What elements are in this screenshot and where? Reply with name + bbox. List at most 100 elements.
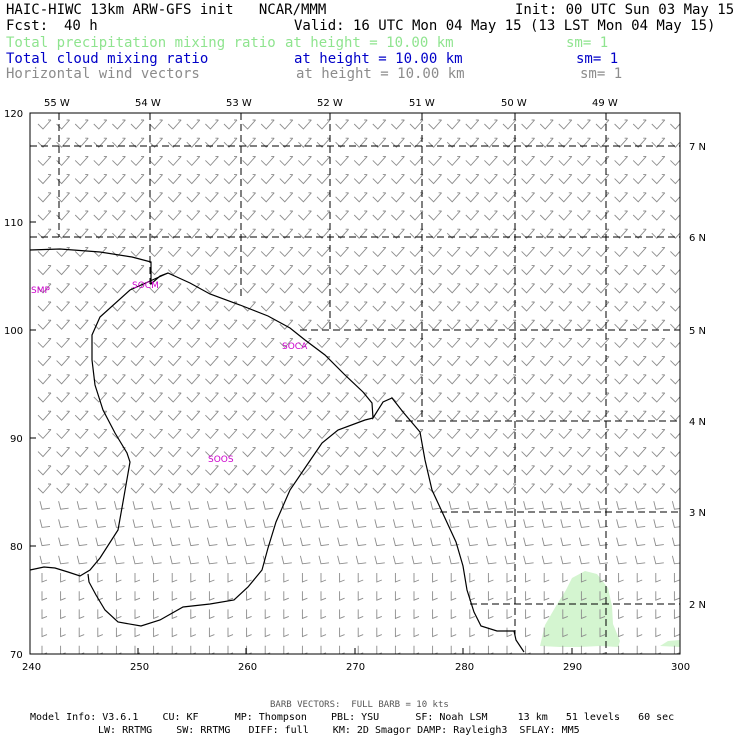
wind-barb: [186, 374, 201, 385]
wind-barb: [446, 137, 461, 148]
wind-barb: [205, 410, 219, 421]
wind-barb: [205, 210, 219, 221]
wind-barb: [298, 374, 312, 385]
wind-barb: [153, 573, 159, 583]
wind-barb: [634, 537, 646, 547]
wind-barb: [93, 337, 108, 349]
wind-barb: [521, 283, 535, 294]
wind-barb: [56, 447, 70, 458]
wind-barb: [673, 591, 680, 601]
wind-barb: [446, 374, 461, 385]
wind-barb: [391, 192, 405, 203]
wind-barb: [539, 465, 554, 476]
wind-barb: [283, 627, 289, 638]
wind-barb: [186, 337, 201, 349]
wind-barb: [357, 609, 364, 620]
wind-barb: [353, 410, 368, 421]
wind-barb: [97, 573, 103, 583]
wind-barb: [39, 519, 51, 528]
wind-barb: [409, 119, 424, 130]
wind-barb: [391, 228, 405, 239]
wind-barb: [446, 246, 461, 258]
wind-barb: [112, 119, 126, 130]
wind-barb: [112, 483, 126, 494]
wind-barb: [578, 519, 590, 528]
wind-barb: [74, 228, 89, 239]
wind-barb: [539, 337, 554, 349]
wind-barb: [242, 483, 256, 494]
wind-barb: [186, 210, 201, 221]
wind-barb: [223, 428, 238, 440]
wind-barb: [171, 573, 178, 583]
wind-barb: [130, 337, 145, 349]
wind-barb: [673, 609, 680, 620]
wind-barb: [298, 447, 312, 458]
wind-barb: [93, 465, 108, 476]
wind-barb: [595, 410, 610, 421]
wind-barb: [670, 359, 680, 367]
wind-barb: [577, 283, 591, 294]
wind-barb: [132, 537, 144, 547]
wind-barb: [521, 465, 535, 476]
wind-barb: [264, 591, 271, 601]
wind-barb: [353, 192, 368, 203]
wind-barb: [353, 465, 368, 476]
wind-barb: [283, 609, 289, 620]
wind-barb: [208, 609, 215, 620]
wind-barb: [597, 501, 609, 510]
wind-barb: [469, 627, 475, 638]
wind-barb: [372, 155, 387, 167]
wind-barb: [112, 319, 126, 330]
wind-barb: [112, 392, 126, 403]
wind-barb: [448, 501, 460, 510]
wind-barb: [78, 609, 85, 620]
wind-barb: [599, 645, 606, 654]
wind-barb: [56, 319, 70, 330]
wind-barb: [467, 537, 478, 547]
wind-barb: [614, 174, 628, 185]
x-tick-280: 280: [455, 662, 474, 673]
wind-barb: [279, 228, 294, 239]
wind-barb: [523, 501, 534, 510]
wind-barb: [316, 337, 331, 349]
wind-barb: [186, 265, 201, 276]
wind-barb: [446, 119, 461, 130]
wind-barb: [353, 428, 368, 440]
wind-barb: [37, 392, 52, 403]
wind-barb: [60, 645, 66, 654]
lon-label-53w: 53 W: [226, 98, 252, 109]
wind-barb: [636, 627, 643, 638]
wind-barb: [595, 119, 610, 130]
wind-barb: [670, 268, 680, 276]
precip-area: [540, 571, 620, 647]
wind-barb: [595, 174, 610, 185]
wind-barb: [205, 428, 219, 440]
wind-barb: [93, 137, 108, 148]
wind-barb: [651, 246, 666, 258]
wind-barb: [670, 141, 680, 148]
wind-barb: [279, 119, 294, 130]
wind-barb: [374, 519, 385, 528]
wind-barb: [465, 265, 480, 276]
wind-barb: [595, 337, 610, 349]
wind-barb: [223, 356, 238, 367]
x-tick-250: 250: [130, 662, 149, 673]
wind-barb: [37, 356, 52, 367]
wind-barb: [130, 301, 145, 312]
wind-barb: [205, 174, 219, 185]
wind-barb: [167, 483, 182, 494]
wind-barb: [260, 465, 275, 476]
wind-barb: [316, 155, 331, 167]
wind-barb: [281, 555, 292, 565]
wind-barb: [506, 573, 513, 583]
wind-barb: [374, 555, 385, 565]
wind-barb: [485, 501, 497, 510]
wind-barb: [279, 410, 294, 421]
wind-barb: [186, 119, 201, 130]
wind-barb: [632, 392, 647, 403]
wind-barb: [484, 137, 498, 148]
wind-barb: [223, 192, 238, 203]
wind-barb: [465, 192, 480, 203]
wind-barb: [541, 519, 553, 528]
wind-barb: [167, 392, 182, 403]
